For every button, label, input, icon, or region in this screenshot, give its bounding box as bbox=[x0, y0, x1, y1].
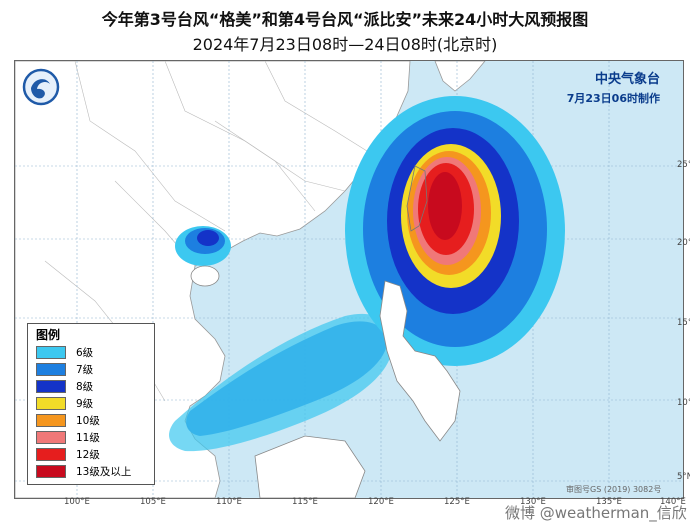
latitude-tick: 15°N bbox=[677, 318, 690, 328]
latitude-tick: 25°N bbox=[677, 160, 690, 170]
legend-swatch bbox=[36, 397, 66, 410]
longitude-tick: 135°E bbox=[596, 497, 622, 507]
legend-label: 13级及以上 bbox=[76, 466, 132, 478]
longitude-tick: 115°E bbox=[292, 497, 318, 507]
philippines-land bbox=[379, 280, 461, 442]
latitude-tick: 20°N bbox=[677, 238, 690, 248]
longitude-tick: 110°E bbox=[216, 497, 242, 507]
cma-logo-icon bbox=[22, 68, 60, 106]
longitude-tick: 120°E bbox=[368, 497, 394, 507]
map-title: 今年第3号台风“格美”和第4号台风“派比安”未来24小时大风预报图 bbox=[101, 10, 589, 29]
latitude-tick: 5°N bbox=[677, 472, 690, 482]
legend-swatch bbox=[36, 448, 66, 461]
legend-label: 10级 bbox=[76, 415, 100, 427]
legend-label: 8级 bbox=[76, 381, 94, 393]
hainan-land bbox=[190, 265, 220, 287]
wind-zone-tonkin-8 bbox=[197, 230, 219, 246]
legend-swatch bbox=[36, 465, 66, 478]
wind-zone-sw-monsoon-outer bbox=[169, 313, 394, 452]
longitude-tick: 100°E bbox=[64, 497, 90, 507]
legend-label: 6级 bbox=[76, 347, 94, 359]
legend-swatch bbox=[36, 346, 66, 359]
agency-name: 中央气象台 bbox=[594, 72, 660, 87]
longitude-tick: 130°E bbox=[520, 497, 546, 507]
legend-swatch bbox=[36, 380, 66, 393]
issue-time: 7月23日06时制作 bbox=[566, 92, 660, 105]
legend-label: 12级 bbox=[76, 449, 100, 461]
watermark: 微博 @weatherman_信欣 bbox=[505, 504, 687, 522]
legend-label: 9级 bbox=[76, 398, 94, 410]
wind-zone-gaemi-13 bbox=[428, 172, 462, 240]
legend-swatch bbox=[36, 431, 66, 444]
map-approval-number: 审图号GS (2019) 3082号 bbox=[566, 485, 662, 494]
latitude-tick: 10°N bbox=[677, 398, 690, 408]
longitude-tick: 125°E bbox=[444, 497, 470, 507]
legend-label: 11级 bbox=[76, 432, 100, 444]
legend-title: 图例 bbox=[36, 328, 61, 342]
legend-swatch bbox=[36, 414, 66, 427]
longitude-tick: 140°E bbox=[660, 497, 686, 507]
longitude-tick: 105°E bbox=[140, 497, 166, 507]
borneo-land bbox=[254, 435, 366, 498]
legend-label: 7级 bbox=[76, 364, 94, 376]
taiwan-land bbox=[406, 165, 428, 232]
agency-block: 中央气象台 7月23日06时制作 bbox=[567, 68, 660, 106]
map-subtitle: 2024年7月23日08时—24日08时(北京时) bbox=[192, 35, 498, 54]
legend-swatch bbox=[36, 363, 66, 376]
japan-land bbox=[434, 61, 486, 92]
legend-box: 图例 6级 7级 8级 9级 10级 11级 12级 13级及以上 bbox=[27, 323, 155, 485]
